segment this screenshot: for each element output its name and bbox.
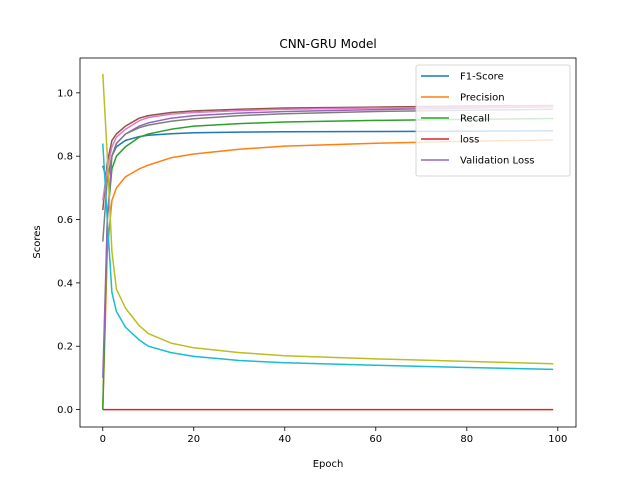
y-tick-label: 0.0 (57, 405, 73, 416)
series-line-unlabeled-6 (102, 105, 554, 201)
legend-label: F1-Score (460, 72, 504, 83)
y-axis-title: Scores (32, 225, 43, 258)
x-tick-label: 80 (460, 434, 473, 445)
x-axis: 0 20 40 60 80 100 (100, 427, 567, 445)
legend-box (415, 64, 571, 177)
legend-label: loss (460, 135, 479, 146)
series-line-recall (102, 117, 554, 410)
x-tick-label: 0 (100, 434, 106, 445)
x-tick-label: 100 (548, 434, 567, 445)
y-tick-label: 1.0 (57, 88, 73, 99)
y-tick-label: 0.8 (57, 152, 73, 163)
legend: F1-Score Precision Recall loss Validation Lo… (415, 64, 571, 177)
chart-title: CNN-GRU Model (279, 37, 376, 51)
y-tick-label: 0.2 (57, 342, 73, 353)
legend-label: Validation Loss (460, 156, 535, 167)
series-line-unlabeled-8 (102, 73, 554, 365)
series-line-unlabeled-7 (102, 108, 554, 242)
legend-label: Precision (460, 93, 505, 104)
y-tick-label: 0.4 (57, 278, 73, 289)
legend-label: Recall (460, 114, 490, 125)
series-layer (102, 73, 554, 411)
x-tick-label: 20 (187, 434, 200, 445)
series-line-precision (102, 139, 554, 410)
series-line-unlabeled-9 (102, 143, 554, 371)
x-axis-title: Epoch (313, 459, 344, 470)
plot-frame (79, 57, 577, 428)
x-tick-label: 40 (278, 434, 291, 445)
x-tick-label: 60 (369, 434, 382, 445)
y-tick-label: 0.6 (57, 215, 73, 226)
series-line-unlabeled-5 (102, 104, 554, 211)
y-axis: 0.0 0.2 0.4 0.6 0.8 1.0 (57, 88, 80, 416)
